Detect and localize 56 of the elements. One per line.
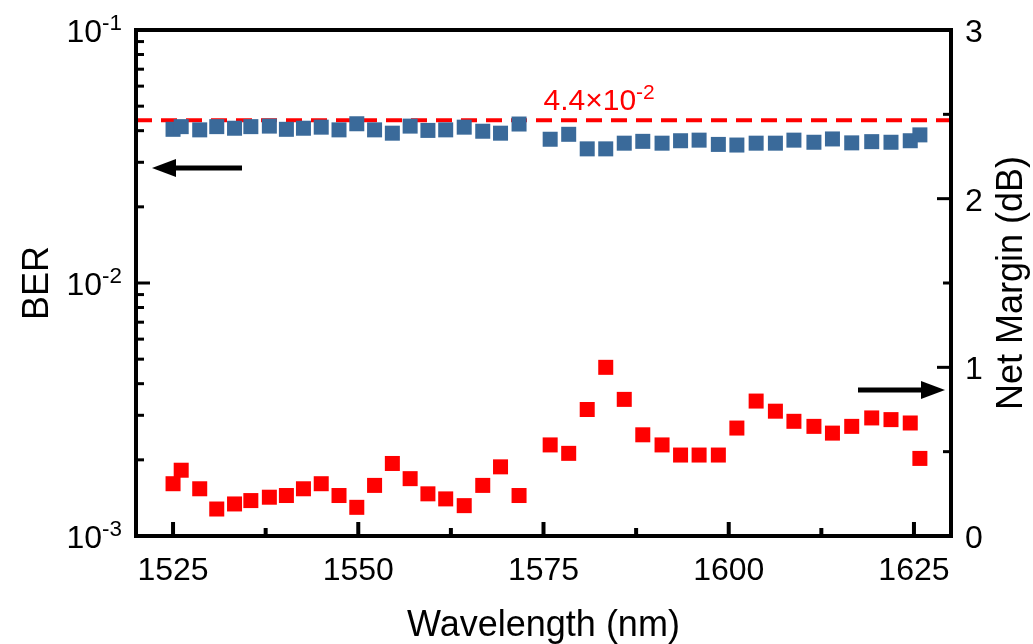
y2-axis-title: Net Margin (dB) (989, 155, 1030, 411)
point (438, 122, 454, 138)
point (579, 141, 595, 157)
point (729, 137, 745, 153)
point (824, 131, 840, 147)
point (691, 132, 707, 148)
point (278, 121, 294, 137)
point (349, 116, 365, 132)
point (331, 122, 347, 138)
y-axis-title: BER (15, 245, 56, 321)
point (748, 135, 764, 151)
point (456, 119, 472, 135)
point (511, 116, 527, 132)
point (402, 118, 418, 134)
point (173, 119, 189, 135)
x-tick-label: 1550 (322, 551, 394, 587)
y-tick-label: 10$^{-1}$ (66, 9, 122, 49)
point (912, 127, 928, 143)
y2-tick-label: 3 (965, 13, 983, 49)
point (844, 135, 860, 151)
y-tick-label: 10$^{-2}$ (66, 262, 122, 302)
point (493, 125, 509, 141)
point (767, 135, 783, 151)
point (786, 132, 802, 148)
x-axis-title: Wavelength (nm) (407, 603, 680, 644)
point (367, 122, 383, 138)
ref-line-label: 4.4×10$^{-2}$ (543, 79, 655, 117)
point (295, 120, 311, 136)
point (806, 134, 822, 150)
point (420, 122, 436, 138)
point (654, 135, 670, 151)
x-tick-label: 1575 (507, 551, 580, 587)
point (883, 134, 899, 150)
point (598, 141, 614, 157)
y2-tick-label: 0 (965, 519, 983, 555)
point (561, 126, 577, 142)
point (192, 122, 208, 138)
x-tick-label: 1600 (693, 551, 765, 587)
point (616, 135, 632, 151)
point (673, 133, 689, 149)
y2-tick-label: 2 (965, 181, 983, 218)
point (313, 119, 329, 135)
point (227, 120, 243, 136)
point (542, 131, 558, 147)
point (475, 123, 491, 139)
point (243, 119, 259, 135)
x-tick-label: 1525 (137, 551, 209, 587)
point (384, 125, 400, 141)
point (710, 136, 726, 152)
point (864, 134, 880, 150)
y2-tick-label: 1 (965, 350, 983, 387)
point (261, 118, 277, 134)
y-tick-label: 10$^{-3}$ (66, 515, 122, 555)
x-tick-label: 1625 (878, 551, 950, 587)
point (209, 119, 225, 135)
point (635, 133, 651, 149)
